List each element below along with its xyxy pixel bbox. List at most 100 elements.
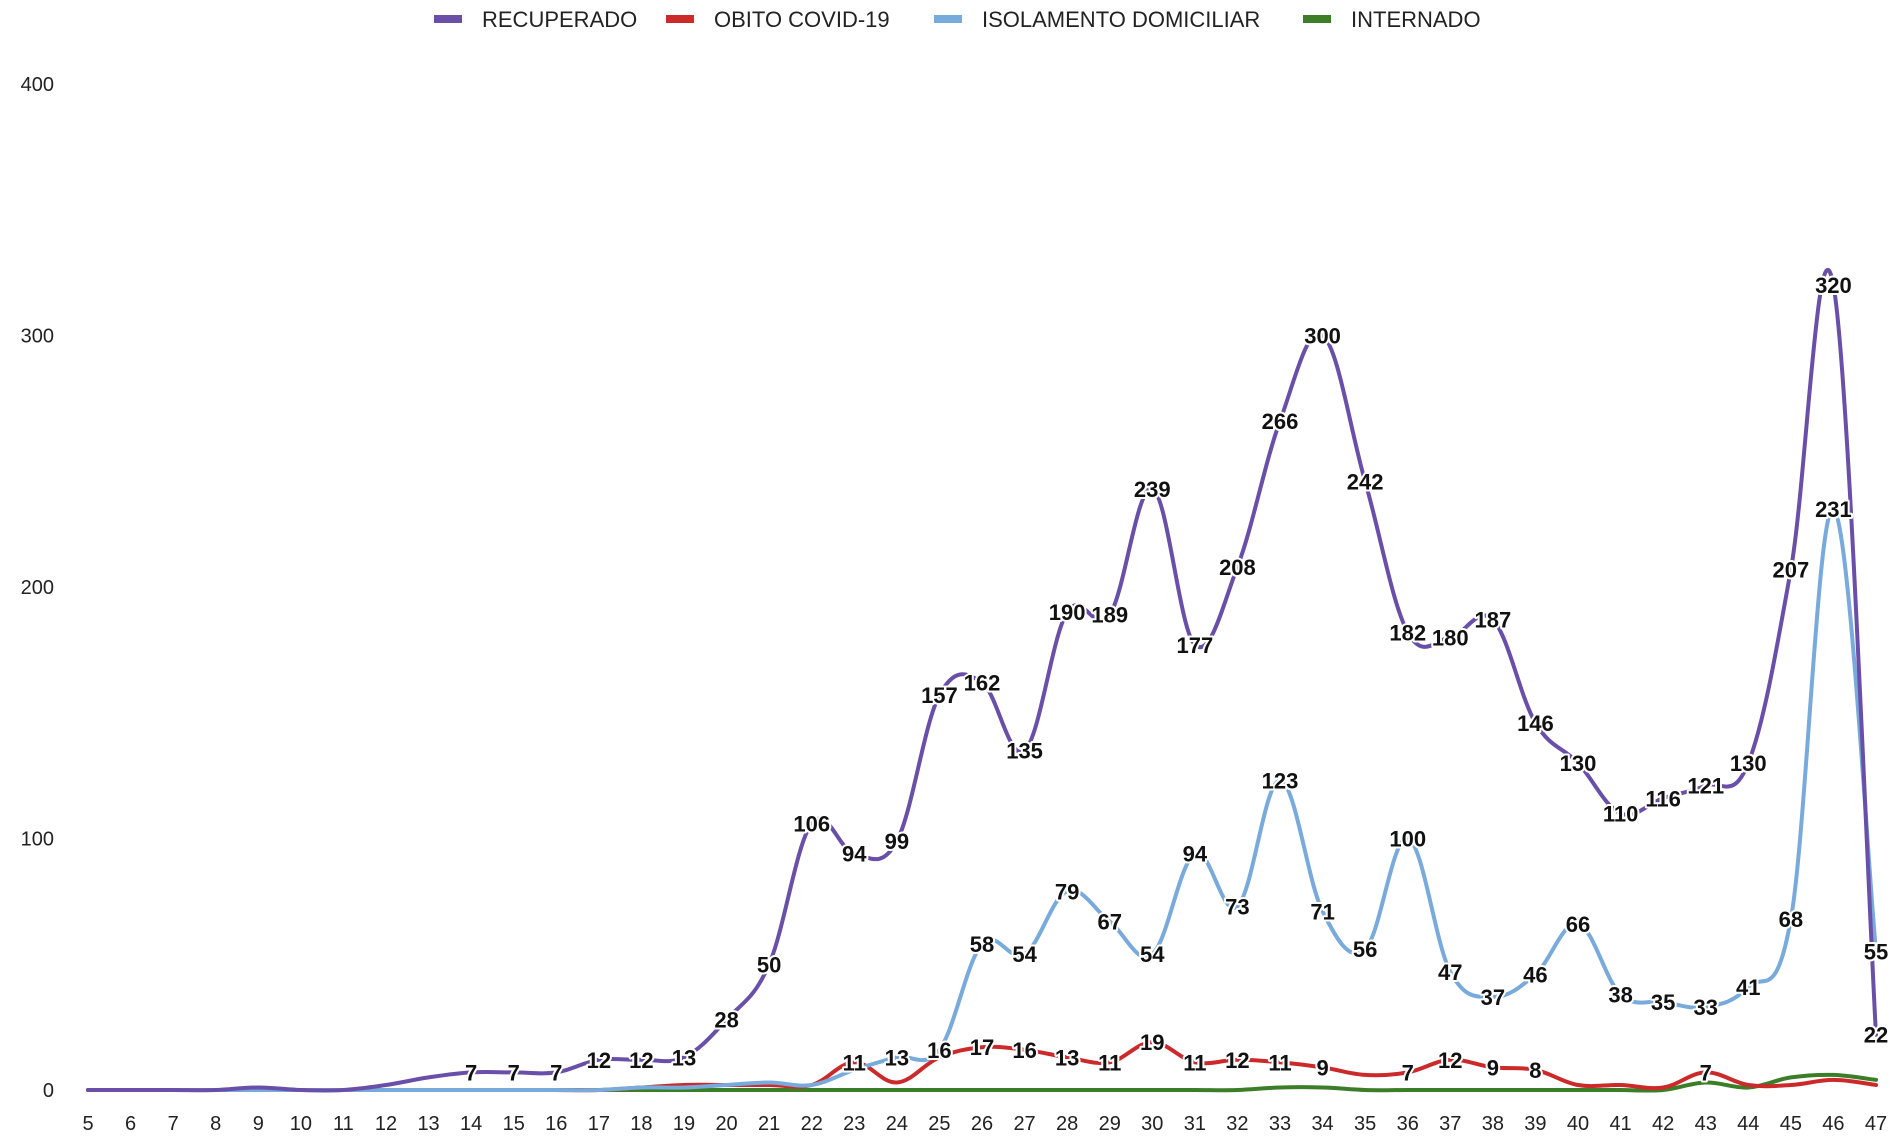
- data-label-isolamento-domiciliar: 123: [1262, 769, 1299, 794]
- data-label-isolamento-domiciliar: 67: [1097, 909, 1121, 934]
- data-label-recuperado: 99: [885, 829, 909, 854]
- data-label-isolamento-domiciliar: 56: [1353, 937, 1377, 962]
- data-label-recuperado: 28: [714, 1008, 738, 1033]
- data-label-recuperado: 182: [1389, 620, 1426, 645]
- series-line-isolamento-domiciliar: [86, 506, 1878, 1093]
- x-tick-label: 28: [1056, 1113, 1078, 1135]
- data-label-isolamento-domiciliar: 66: [1566, 912, 1590, 937]
- x-tick-label: 6: [125, 1113, 136, 1135]
- data-label-recuperado: 110: [1603, 801, 1639, 826]
- x-tick-label: 29: [1099, 1113, 1121, 1135]
- data-label-obito-covid-19: 11: [843, 1050, 866, 1075]
- x-tick-label: 19: [673, 1113, 695, 1135]
- x-tick-label: 10: [290, 1113, 312, 1135]
- data-label-isolamento-domiciliar: 13: [885, 1045, 909, 1070]
- data-label-obito-covid-19: 11: [1183, 1050, 1206, 1075]
- x-tick-label: 36: [1397, 1113, 1419, 1135]
- x-tick-label: 32: [1226, 1113, 1248, 1135]
- x-tick-label: 45: [1780, 1113, 1802, 1135]
- y-axis: 0 100 200 300 400: [21, 74, 54, 1102]
- data-label-isolamento-domiciliar: 46: [1523, 962, 1547, 987]
- series-line-recuperado: [86, 267, 1878, 1093]
- data-label-isolamento-domiciliar: 58: [970, 932, 994, 957]
- data-label-recuperado: 320: [1815, 273, 1852, 298]
- data-label-obito-covid-19: 7: [1700, 1060, 1712, 1085]
- x-axis: 5 6 7 8 9 10 11 12 13 14 15 16 17 18 19 20 21 22 23 24 25 26 2…: [82, 1113, 1887, 1135]
- x-tick-label: 40: [1567, 1113, 1589, 1135]
- x-tick-label: 5: [82, 1113, 93, 1135]
- legend-item-internado: INTERNADO: [1303, 7, 1481, 32]
- series-lines: [86, 267, 1878, 1093]
- data-label-isolamento-domiciliar: 47: [1438, 960, 1462, 985]
- x-tick-label: 15: [503, 1113, 525, 1135]
- data-label-recuperado: 300: [1304, 324, 1341, 349]
- x-tick-label: 43: [1695, 1113, 1717, 1135]
- x-tick-label: 9: [253, 1113, 264, 1135]
- y-tick-label: 200: [21, 577, 54, 599]
- data-label-obito-covid-19: 7: [1402, 1060, 1414, 1085]
- data-label-obito-covid-19: 12: [1225, 1048, 1249, 1073]
- data-label-obito-covid-19: 11: [1268, 1050, 1291, 1075]
- x-tick-label: 21: [758, 1113, 780, 1135]
- x-tick-label: 27: [1013, 1113, 1035, 1135]
- x-tick-label: 46: [1822, 1113, 1844, 1135]
- data-label-recuperado: 130: [1730, 751, 1767, 776]
- data-label-recuperado: 162: [964, 671, 1001, 696]
- data-label-recuperado: 180: [1432, 625, 1469, 650]
- x-tick-label: 11: [333, 1113, 354, 1135]
- data-label-obito-covid-19: 17: [970, 1035, 994, 1060]
- data-label-obito-covid-19: 19: [1140, 1030, 1164, 1055]
- data-label-recuperado: 146: [1517, 711, 1554, 736]
- legend-swatch: [1303, 15, 1331, 23]
- legend-label: OBITO COVID-19: [714, 7, 890, 32]
- data-label-isolamento-domiciliar: 94: [1183, 842, 1208, 867]
- x-tick-label: 7: [168, 1113, 179, 1135]
- data-label-obito-covid-19: 9: [1316, 1055, 1328, 1080]
- x-tick-label: 44: [1737, 1113, 1759, 1135]
- data-label-obito-covid-19: 16: [1012, 1038, 1036, 1063]
- data-label-isolamento-domiciliar: 54: [1140, 942, 1165, 967]
- x-tick-label: 47: [1865, 1113, 1887, 1135]
- data-label-recuperado: 7: [465, 1060, 477, 1085]
- legend: RECUPERADO OBITO COVID-19 ISOLAMENTO DOMIC…: [434, 7, 1481, 32]
- x-tick-label: 23: [843, 1113, 865, 1135]
- data-label-isolamento-domiciliar: 68: [1779, 907, 1803, 932]
- data-label-isolamento-domiciliar: 73: [1225, 894, 1249, 919]
- x-tick-label: 25: [928, 1113, 950, 1135]
- data-label-isolamento-domiciliar: 35: [1651, 990, 1675, 1015]
- data-label-isolamento-domiciliar: 231: [1815, 497, 1852, 522]
- legend-swatch: [666, 15, 694, 23]
- x-tick-label: 16: [545, 1113, 567, 1135]
- data-label-obito-covid-19: 8: [1529, 1058, 1541, 1083]
- data-label-recuperado: 190: [1049, 600, 1086, 625]
- data-label-recuperado: 7: [508, 1060, 520, 1085]
- data-label-isolamento-domiciliar: 41: [1736, 975, 1760, 1000]
- x-tick-label: 12: [375, 1113, 397, 1135]
- data-label-recuperado: 94: [842, 842, 867, 867]
- x-tick-label: 34: [1311, 1113, 1333, 1135]
- x-tick-label: 22: [801, 1113, 823, 1135]
- x-tick-label: 39: [1524, 1113, 1546, 1135]
- x-tick-label: 24: [886, 1113, 908, 1135]
- y-tick-label: 0: [43, 1080, 54, 1102]
- data-label-recuperado: 121: [1687, 774, 1724, 799]
- data-label-recuperado: 7: [550, 1060, 562, 1085]
- data-label-obito-covid-19: 12: [1438, 1048, 1462, 1073]
- legend-label: ISOLAMENTO DOMICILIAR: [982, 7, 1260, 32]
- x-tick-label: 13: [417, 1113, 439, 1135]
- x-tick-label: 17: [588, 1113, 610, 1135]
- x-tick-label: 33: [1269, 1113, 1291, 1135]
- x-tick-label: 31: [1184, 1113, 1206, 1135]
- data-label-recuperado: 239: [1134, 477, 1171, 502]
- legend-swatch: [434, 15, 462, 23]
- data-label-recuperado: 187: [1474, 608, 1511, 633]
- x-tick-label: 8: [210, 1113, 221, 1135]
- x-tick-label: 37: [1439, 1113, 1461, 1135]
- data-label-obito-covid-19: 9: [1487, 1055, 1499, 1080]
- data-label-recuperado: 157: [921, 683, 958, 708]
- data-label-isolamento-domiciliar: 71: [1310, 899, 1334, 924]
- data-label-isolamento-domiciliar: 100: [1389, 827, 1426, 852]
- data-label-recuperado: 116: [1645, 786, 1681, 811]
